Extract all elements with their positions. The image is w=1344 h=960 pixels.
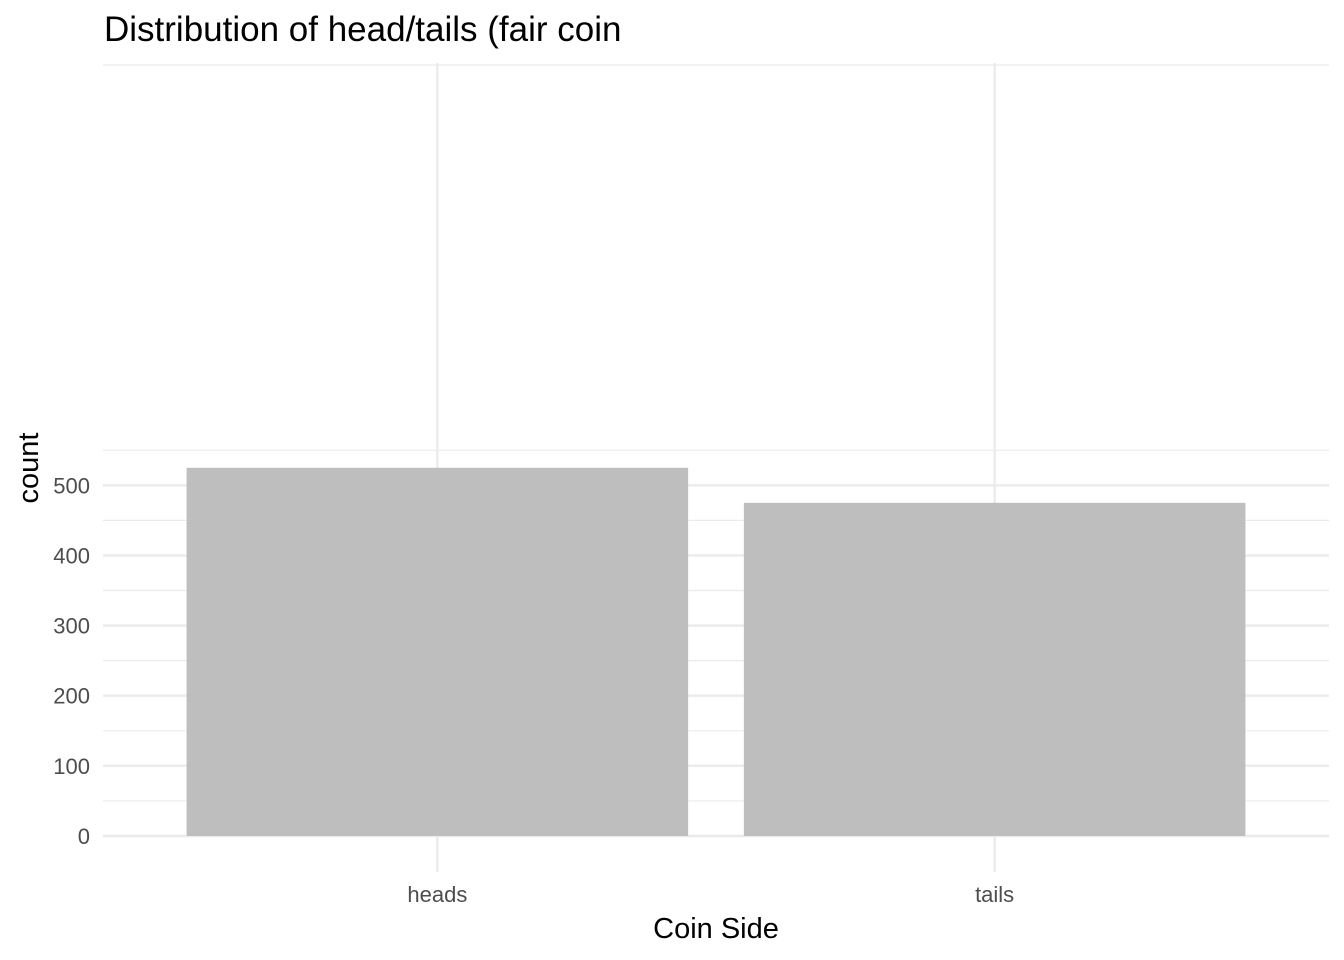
x-tick-label: heads bbox=[407, 882, 467, 907]
y-tick-labels: 0 100 200 300 400 500 bbox=[53, 473, 90, 849]
y-tick-label: 500 bbox=[53, 473, 90, 498]
y-axis-title: count bbox=[13, 433, 45, 504]
y-tick-label: 200 bbox=[53, 684, 90, 709]
y-tick-label: 100 bbox=[53, 754, 90, 779]
x-tick-label: tails bbox=[975, 882, 1014, 907]
bar-heads bbox=[186, 467, 689, 836]
x-axis-title: Coin Side bbox=[653, 913, 779, 945]
y-tick-label: 300 bbox=[53, 614, 90, 639]
y-tick-label: 0 bbox=[78, 824, 90, 849]
x-tick-labels: heads tails bbox=[407, 882, 1014, 907]
chart-title: Distribution of head/tails (fair coin bbox=[104, 10, 621, 49]
bars bbox=[186, 467, 1246, 836]
y-tick-label: 400 bbox=[53, 543, 90, 568]
bar-tails bbox=[743, 502, 1246, 836]
